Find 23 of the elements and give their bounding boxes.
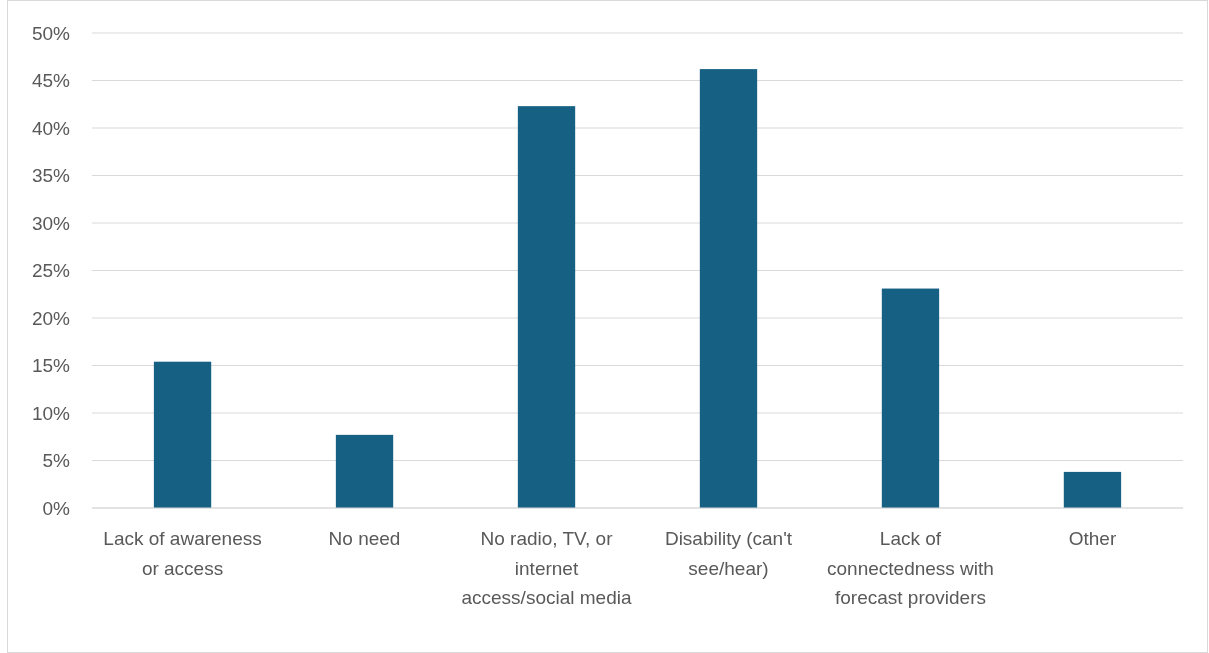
- x-tick-label: No need: [328, 528, 401, 549]
- bar: [699, 69, 758, 508]
- bar: [881, 288, 940, 508]
- x-tick-label: Disability (can't see/hear): [664, 528, 793, 579]
- y-tick-label: 0%: [42, 497, 71, 519]
- y-tick-label: 15%: [31, 355, 71, 377]
- y-tick-label: 35%: [31, 165, 71, 187]
- x-tick-label: Lack of connectedness with forecast providers: [827, 528, 994, 608]
- y-tick-label: 25%: [31, 260, 71, 282]
- y-tick-label: 50%: [31, 22, 71, 44]
- y-tick-label: 30%: [31, 212, 71, 234]
- y-tick-label: 20%: [31, 307, 71, 329]
- x-tick-label: Lack of awareness or access: [103, 528, 262, 579]
- bar: [153, 361, 212, 508]
- bar: [1063, 471, 1122, 508]
- bar: [517, 106, 576, 508]
- y-tick-label: 10%: [31, 402, 71, 424]
- y-tick-label: 5%: [42, 450, 71, 472]
- bar: [335, 434, 394, 508]
- x-tick-label: No radio, TV, or internet access/social media: [461, 528, 632, 608]
- y-tick-label: 45%: [31, 70, 71, 92]
- y-tick-label: 40%: [31, 117, 71, 139]
- x-tick-label: Other: [1068, 528, 1117, 549]
